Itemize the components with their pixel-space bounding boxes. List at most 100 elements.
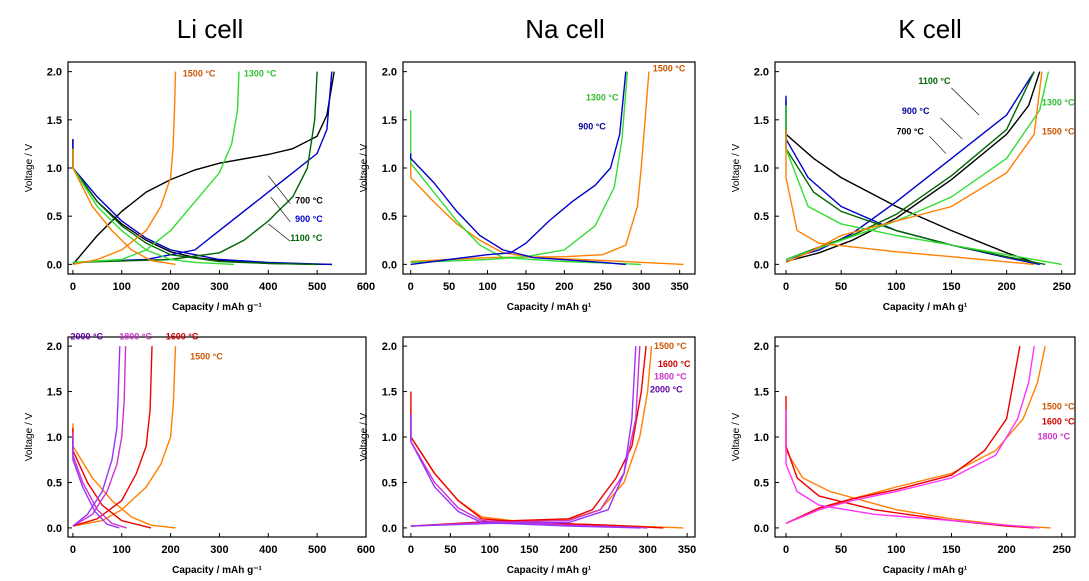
chart-na-top: 0 50 100 150 200 250 300 350 0.0 0.5 1.0 1.5 2.0 Capa… — [359, 61, 696, 313]
x-tick-label: 150 — [520, 544, 538, 556]
temperature-label: 1800 °C — [119, 332, 152, 342]
series-line — [785, 71, 1035, 261]
na-cell-title: Na cell — [525, 14, 605, 44]
series-line — [72, 346, 127, 527]
x-axis-label: Capacity / mAh g¹ — [883, 302, 968, 313]
x-tick-label: 50 — [443, 281, 455, 293]
temperature-label: 900 °C — [578, 121, 606, 131]
leader-line — [268, 223, 291, 242]
temperature-label: 1800 °C — [1038, 432, 1071, 442]
temperature-label: 1300 °C — [586, 93, 619, 103]
y-tick-label: 1.5 — [382, 387, 397, 399]
x-tick-label: 50 — [835, 544, 847, 556]
temperature-label: 2000 °C — [70, 332, 103, 342]
x-tick-label: 250 — [1053, 544, 1071, 556]
series-line — [785, 71, 1050, 261]
y-tick-label: 1.0 — [47, 432, 62, 444]
plot-frame — [402, 61, 696, 275]
y-tick-label: 1.5 — [382, 115, 397, 127]
series-line — [72, 139, 332, 266]
x-tick-label: 150 — [942, 281, 960, 293]
k-cell-title: K cell — [898, 14, 962, 44]
x-tick-label: 300 — [210, 544, 228, 556]
x-tick-label: 350 — [670, 281, 688, 293]
y-tick-label: 1.0 — [382, 163, 397, 175]
x-tick-label: 0 — [783, 281, 789, 293]
temperature-label: 1500 °C — [190, 352, 223, 362]
series-line — [410, 409, 684, 529]
y-tick-label: 2.0 — [754, 67, 769, 79]
x-axis-label: Capacity / mAh g¹ — [507, 565, 592, 576]
chart-k-top: 0 50 100 150 200 250 0.0 0.5 1.0 1.5 2.0 Capacity /… — [731, 61, 1076, 313]
chart-na-bottom: 0 50 100 150 200 250 300 350 0.0 0.5 1.0 1.5 2.0 Capa… — [359, 336, 696, 576]
leader-line — [940, 117, 963, 140]
y-tick-label: 0.0 — [754, 259, 769, 271]
y-tick-label: 1.0 — [754, 432, 769, 444]
y-tick-label: 0.0 — [47, 259, 62, 271]
x-tick-label: 600 — [357, 281, 375, 293]
series-line — [410, 110, 642, 266]
y-tick-label: 0.0 — [382, 523, 397, 535]
y-tick-label: 2.0 — [754, 341, 769, 353]
x-tick-label: 500 — [308, 281, 326, 293]
x-tick-label: 200 — [161, 281, 179, 293]
y-tick-label: 2.0 — [47, 67, 62, 79]
x-tick-label: 0 — [70, 544, 76, 556]
y-tick-label: 2.0 — [47, 341, 62, 353]
y-tick-label: 2.0 — [382, 341, 397, 353]
series-line — [410, 346, 637, 527]
y-tick-label: 1.0 — [382, 432, 397, 444]
chart-li-bottom: 0 100 200 300 400 500 600 0.0 0.5 1.0 1.5 2.0 Capaci… — [24, 332, 375, 576]
temperature-label: 1600 °C — [166, 332, 199, 342]
li-cell-title: Li cell — [176, 14, 244, 44]
y-axis-label: Voltage / V — [731, 412, 742, 461]
x-tick-label: 300 — [638, 544, 656, 556]
series-line — [72, 139, 332, 266]
y-tick-label: 0.0 — [382, 259, 397, 271]
temperature-label: 1500 °C — [654, 341, 687, 351]
x-tick-label: 100 — [887, 281, 905, 293]
x-tick-label: 100 — [887, 544, 905, 556]
leader-line — [951, 87, 980, 116]
x-tick-label: 0 — [783, 544, 789, 556]
temperature-label: 700 °C — [896, 126, 924, 136]
series-line — [72, 71, 318, 264]
y-tick-label: 0.5 — [382, 477, 397, 489]
x-tick-label: 200 — [997, 281, 1015, 293]
y-tick-label: 1.5 — [754, 115, 769, 127]
leader-line — [270, 196, 291, 223]
plot-frame — [774, 61, 1076, 275]
y-tick-label: 0.0 — [754, 523, 769, 535]
series-line — [785, 95, 1040, 266]
series-line — [785, 71, 1041, 263]
x-axis-label: Capacity / mAh g¹ — [507, 302, 592, 313]
leader-line — [929, 135, 947, 154]
y-tick-label: 1.0 — [47, 163, 62, 175]
series-line — [410, 153, 626, 266]
series-line — [410, 391, 664, 529]
x-tick-label: 200 — [560, 544, 578, 556]
x-tick-label: 0 — [70, 281, 76, 293]
x-tick-label: 200 — [555, 281, 573, 293]
y-tick-label: 1.0 — [754, 163, 769, 175]
chart-li-top: 0 100 200 300 400 500 600 0.0 0.5 1.0 1.5 2.0 Capaci… — [24, 61, 375, 313]
x-tick-label: 250 — [599, 544, 617, 556]
x-axis-label: Capacity / mAh g⁻¹ — [172, 565, 262, 576]
y-axis-label: Voltage / V — [359, 412, 370, 461]
x-tick-label: 350 — [678, 544, 696, 556]
chart-k-bottom: 0 50 100 150 200 250 0.0 0.5 1.0 1.5 2.0 Capacity /… — [731, 336, 1076, 576]
series-line — [785, 71, 1043, 264]
temperature-label: 1600 °C — [658, 359, 691, 369]
series-line — [72, 346, 121, 527]
y-tick-label: 1.5 — [47, 115, 62, 127]
temperature-label: 1500 °C — [1042, 402, 1075, 412]
temperature-label: 700 °C — [295, 196, 323, 206]
x-axis-label: Capacity / mAh g¹ — [883, 565, 968, 576]
temperature-label: 900 °C — [902, 106, 930, 116]
x-tick-label: 100 — [481, 544, 499, 556]
series-line — [72, 148, 176, 266]
x-tick-label: 100 — [113, 281, 131, 293]
series-line — [72, 346, 153, 527]
temperature-label: 1500 °C — [653, 64, 686, 74]
y-axis-label: Voltage / V — [24, 143, 35, 192]
